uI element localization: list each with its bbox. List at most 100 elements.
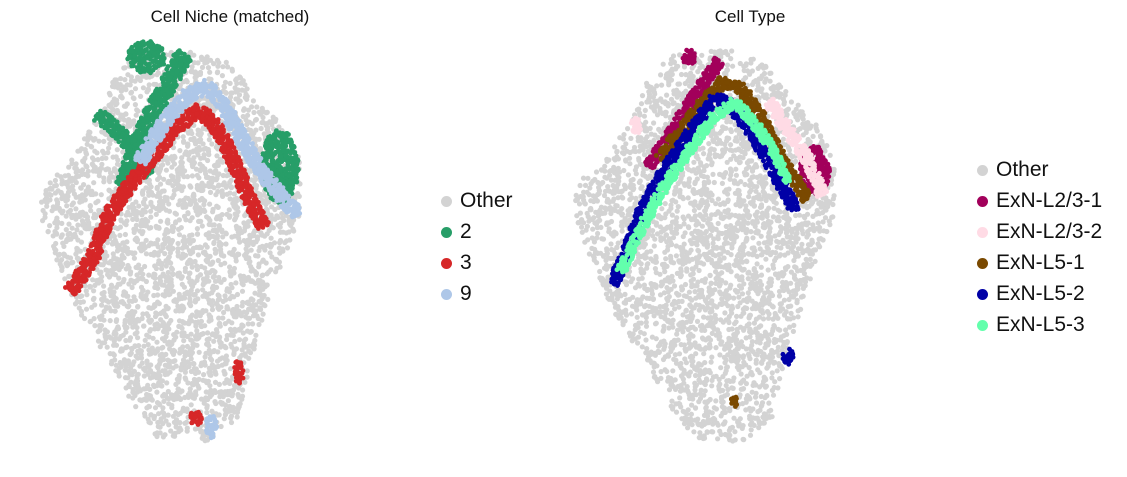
scatter-point <box>226 207 232 213</box>
scatter-point <box>118 112 125 118</box>
scatter-point <box>177 346 183 352</box>
scatter-point <box>170 176 176 182</box>
scatter-point <box>231 191 237 197</box>
scatter-point <box>118 217 124 223</box>
scatter-point <box>195 60 201 66</box>
scatter-point <box>95 168 101 174</box>
scatter-point <box>106 166 112 172</box>
scatter-point <box>169 266 175 272</box>
scatter-point <box>180 251 186 257</box>
scatter-point <box>107 351 113 357</box>
scatter-point <box>83 268 89 274</box>
scatter-point <box>210 283 216 289</box>
scatter-point <box>242 82 248 88</box>
scatter-point <box>157 168 163 174</box>
scatter-point <box>73 161 79 167</box>
scatter-point <box>176 318 183 324</box>
scatter-point <box>207 201 213 207</box>
scatter-point <box>195 127 201 133</box>
scatter-point <box>162 251 168 257</box>
scatter-point <box>205 149 212 155</box>
scatter-point <box>164 195 170 201</box>
scatter-point <box>127 53 133 59</box>
scatter-point <box>52 205 58 211</box>
scatter-point <box>201 372 207 378</box>
scatter-point <box>99 274 105 280</box>
scatter-point <box>208 76 214 82</box>
scatter-point <box>241 341 247 347</box>
scatter-point <box>103 224 109 230</box>
scatter-point <box>178 75 183 81</box>
scatter-point <box>201 359 208 365</box>
scatter-point <box>194 244 200 250</box>
scatter-point <box>65 189 72 195</box>
scatter-point <box>170 271 176 277</box>
scatter-point <box>230 332 236 338</box>
scatter-point <box>132 381 138 387</box>
scatter-point <box>54 215 60 221</box>
scatter-point <box>207 168 213 174</box>
scatter-point <box>194 328 200 334</box>
scatter-point <box>98 222 104 228</box>
scatter-point <box>245 274 252 281</box>
scatter-point <box>182 369 188 375</box>
scatter-point <box>240 323 246 329</box>
scatter-point <box>160 421 166 427</box>
scatter-point <box>249 304 255 310</box>
scatter-point <box>223 345 229 351</box>
scatter-point <box>151 415 157 422</box>
scatter-point <box>171 161 178 167</box>
scatter-point <box>123 329 129 335</box>
scatter-point <box>120 149 126 155</box>
scatter-point <box>176 323 182 329</box>
scatter-point <box>75 222 81 228</box>
scatter-point <box>244 374 250 380</box>
scatter-point <box>99 302 105 308</box>
scatter-point <box>211 348 217 355</box>
scatter-point <box>133 199 139 205</box>
scatter-point <box>132 53 138 59</box>
scatter-point <box>176 373 182 379</box>
scatter-point <box>123 361 129 367</box>
scatter-point <box>233 77 239 83</box>
scatter-point <box>164 380 170 386</box>
scatter-point <box>175 270 181 277</box>
scatter-point <box>192 297 198 303</box>
scatter-point <box>82 147 88 153</box>
scatter-point <box>121 276 127 283</box>
scatter-point <box>126 249 132 255</box>
scatter-point <box>202 265 208 271</box>
scatter-point <box>178 364 184 371</box>
scatter-point <box>246 255 252 261</box>
scatter-point <box>171 337 177 343</box>
scatter-point <box>44 203 50 209</box>
scatter-point <box>228 341 234 347</box>
scatter-point <box>178 163 184 169</box>
scatter-point <box>107 318 113 324</box>
scatter-point <box>166 292 172 298</box>
scatter-point <box>268 235 274 241</box>
scatter-point <box>102 110 108 115</box>
scatter-point <box>74 278 79 284</box>
scatter-point <box>272 140 278 145</box>
scatter-point <box>227 408 233 414</box>
scatter-point <box>216 381 222 387</box>
scatter-point <box>88 143 94 149</box>
scatter-point <box>272 216 278 222</box>
scatter-point <box>101 294 107 300</box>
scatter-point <box>228 281 234 288</box>
scatter-point <box>58 190 64 196</box>
scatter-point <box>166 278 172 284</box>
scatter-point <box>137 397 143 403</box>
niche-panel: Cell Niche (matched) Other 2 3 9 <box>0 0 560 477</box>
scatter-point <box>227 296 233 302</box>
scatter-point <box>169 283 175 289</box>
scatter-point <box>113 284 119 290</box>
scatter-point <box>186 275 192 281</box>
scatter-point <box>112 303 118 309</box>
scatter-point <box>77 148 83 154</box>
scatter-point <box>186 301 193 307</box>
scatter-point <box>211 61 217 67</box>
scatter-point <box>155 252 161 258</box>
scatter-point <box>113 331 119 337</box>
